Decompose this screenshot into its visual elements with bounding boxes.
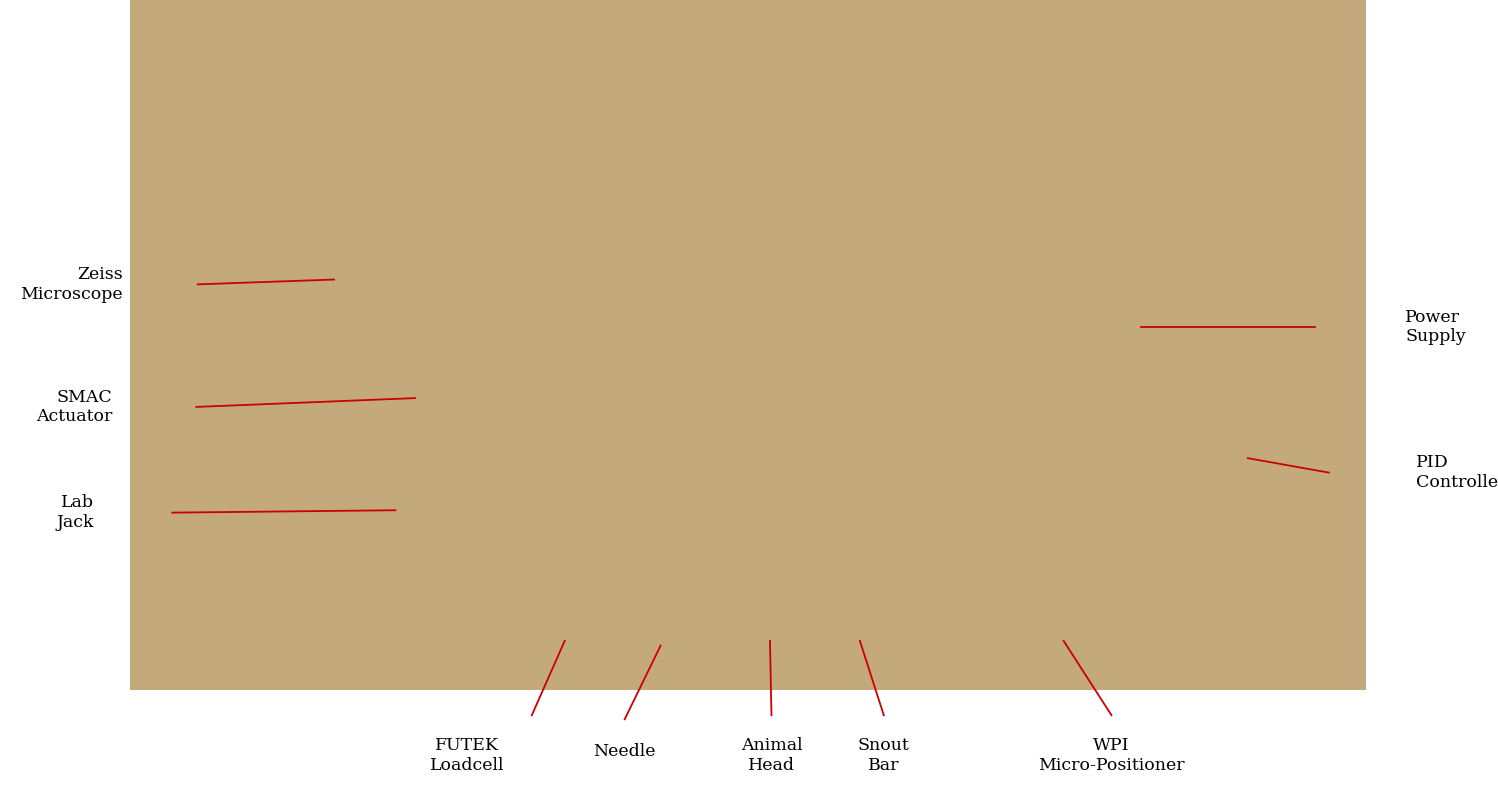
Text: Lab
Jack: Lab Jack [57, 494, 94, 531]
Text: Animal
Head: Animal Head [740, 737, 803, 774]
Text: Needle: Needle [593, 743, 656, 760]
Text: PID
Controller: PID Controller [1416, 454, 1498, 491]
Text: Power
Supply: Power Supply [1405, 308, 1467, 345]
Text: SMAC
Actuator: SMAC Actuator [36, 388, 112, 425]
Text: Snout
Bar: Snout Bar [858, 737, 909, 774]
Text: WPI
Micro-Positioner: WPI Micro-Positioner [1038, 737, 1185, 774]
Bar [130, 0, 1366, 690]
Text: Zeiss
Microscope: Zeiss Microscope [19, 266, 123, 303]
Text: FUTEK
Loadcell: FUTEK Loadcell [430, 737, 505, 774]
